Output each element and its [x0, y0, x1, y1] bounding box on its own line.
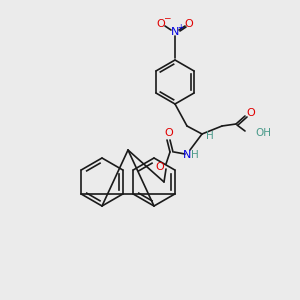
Text: +: +	[177, 22, 183, 32]
Text: H: H	[206, 131, 214, 141]
Text: O: O	[165, 128, 173, 138]
Text: O: O	[184, 19, 194, 29]
Text: N: N	[171, 27, 179, 37]
Text: O: O	[156, 162, 164, 172]
Text: H: H	[191, 150, 199, 160]
Text: −: −	[163, 14, 171, 22]
Text: OH: OH	[255, 128, 271, 138]
Text: O: O	[247, 108, 255, 118]
Text: O: O	[157, 19, 165, 29]
Text: N: N	[183, 150, 191, 160]
